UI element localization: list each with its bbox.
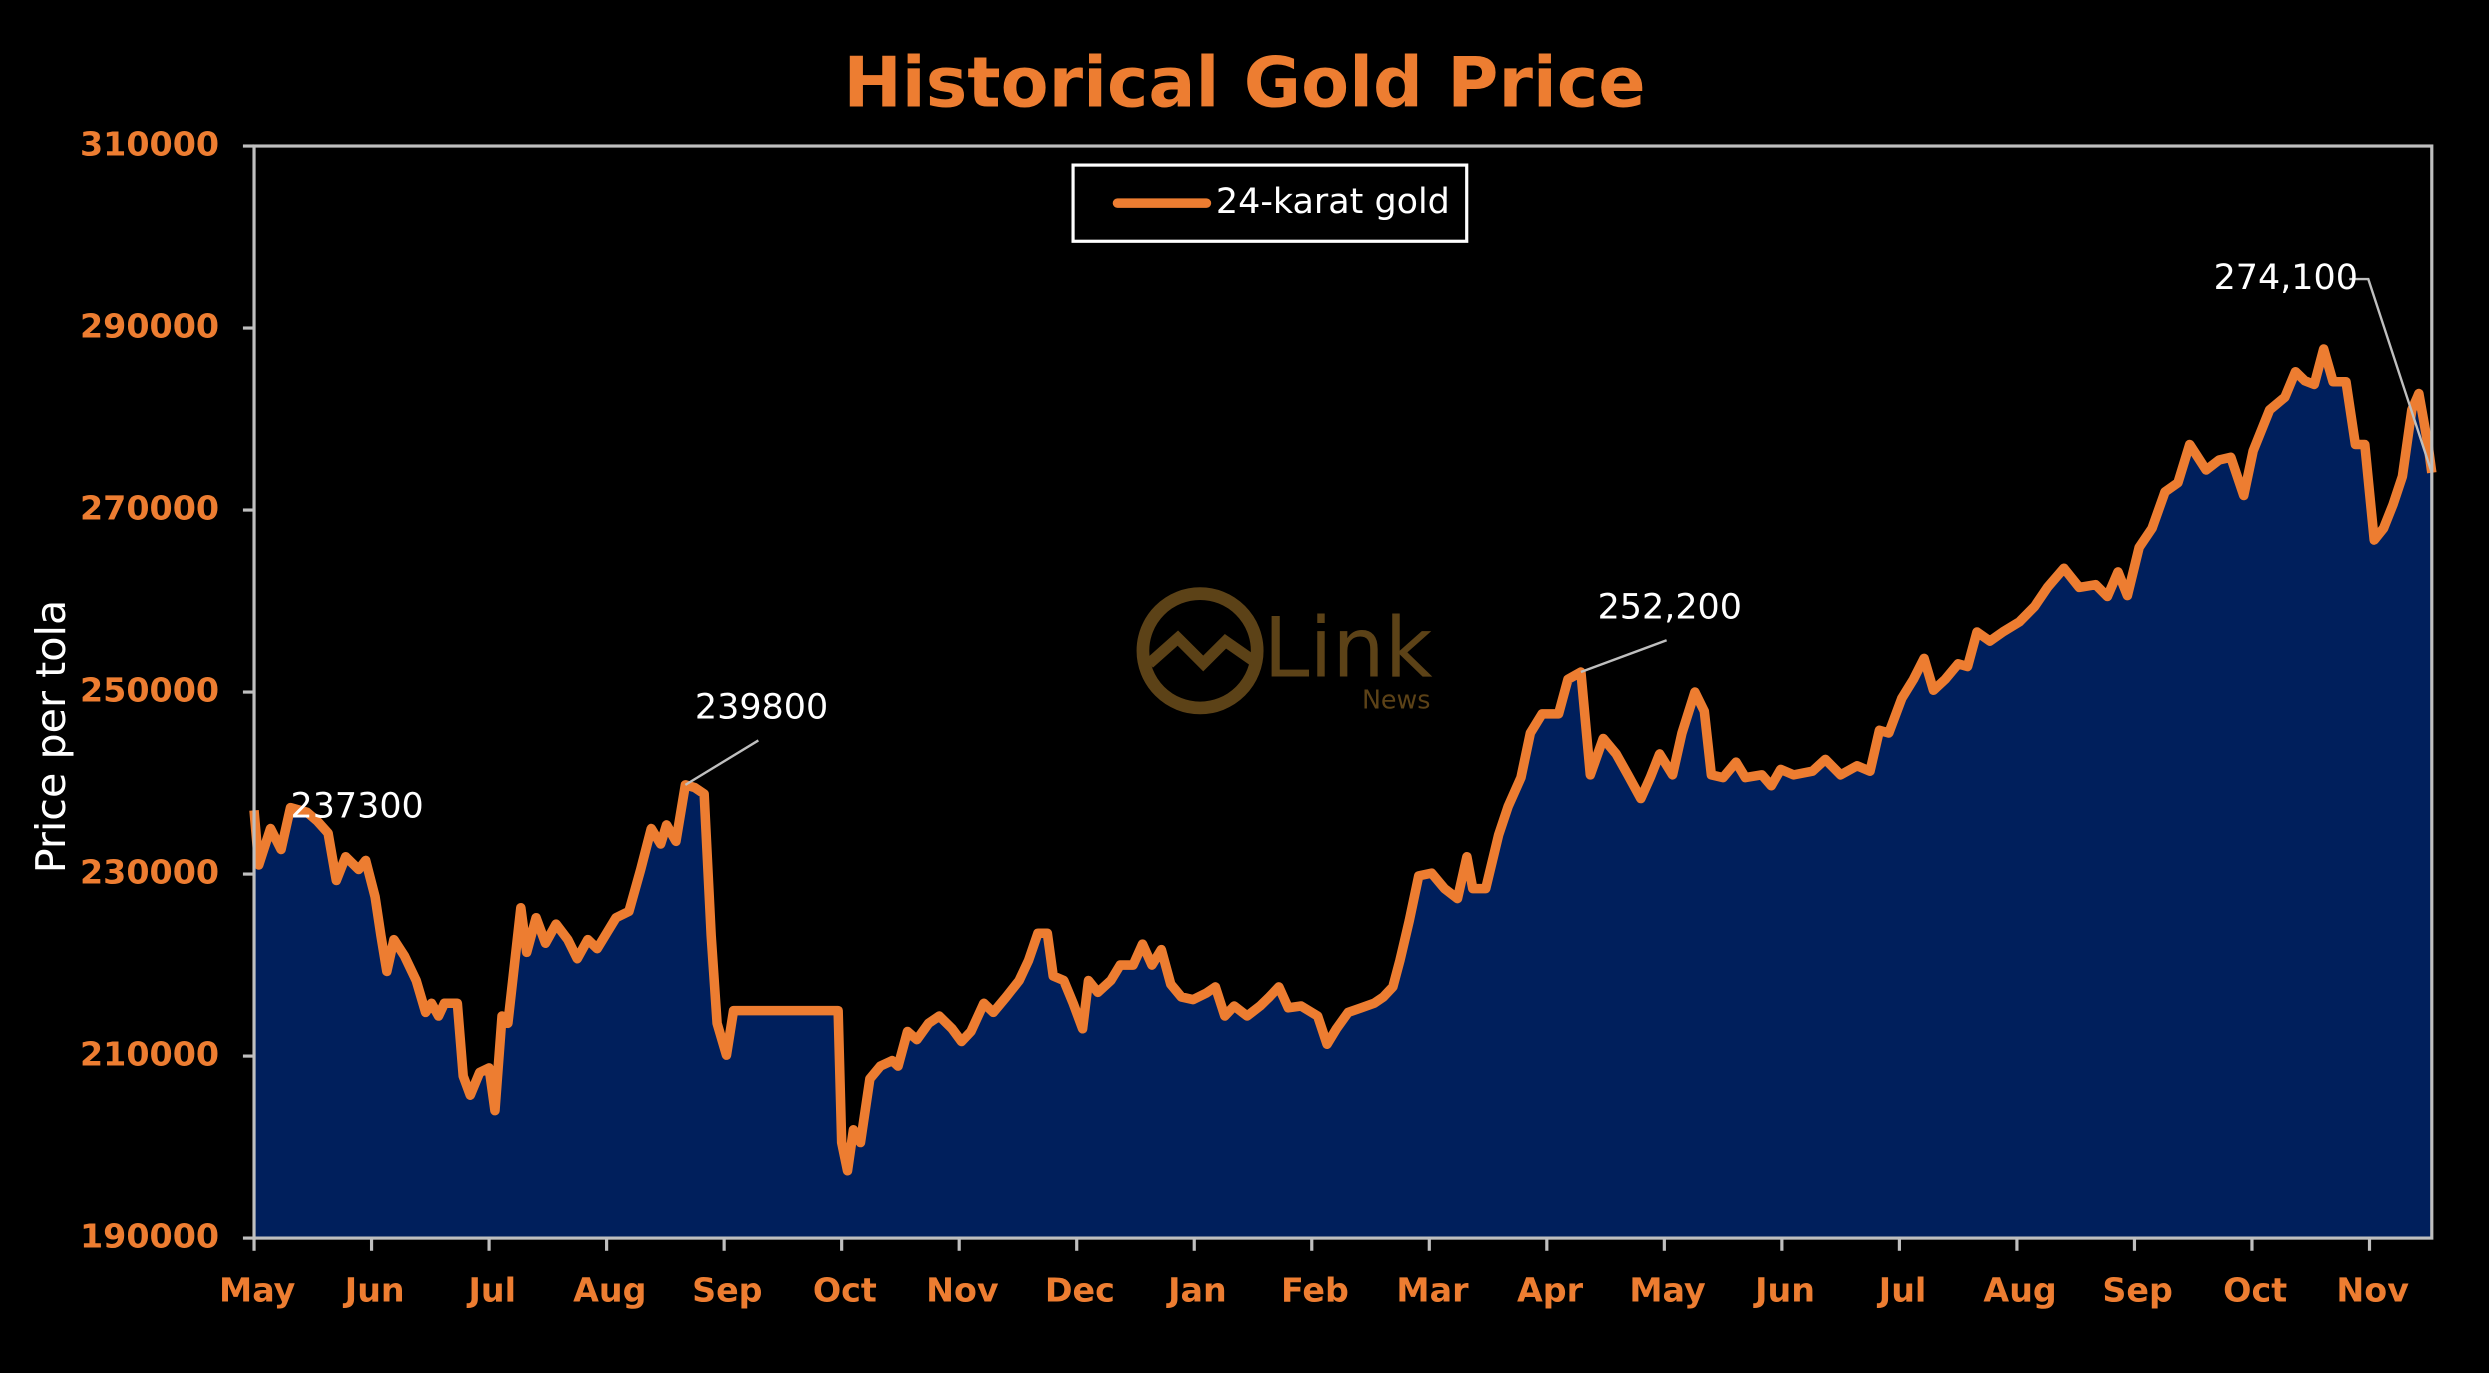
plot-area: 190000 210000 230000 250000 270000 290000 3100… — [80, 125, 2437, 1310]
x-tick-label: Mar — [1396, 1271, 1469, 1310]
x-tick-label: Dec — [1045, 1271, 1115, 1310]
annotation-leader — [684, 739, 759, 786]
watermark-subtext: News — [1362, 685, 1431, 715]
x-tick-label: Jul — [466, 1271, 516, 1310]
x-tick-label: Oct — [2223, 1271, 2287, 1310]
y-tick-label: 270000 — [80, 489, 219, 528]
x-tick-label: Sep — [2102, 1271, 2172, 1310]
watermark: Link News — [1136, 587, 1433, 715]
legend: 24-karat gold — [1071, 163, 1469, 243]
x-tick-label: Aug — [1983, 1271, 2056, 1310]
x-tick-label: May — [1629, 1271, 1706, 1310]
annotation-label: 237300 — [291, 787, 424, 827]
x-tick-label: Aug — [573, 1271, 646, 1310]
y-tick-label: 190000 — [80, 1217, 219, 1256]
annotation-label: 274,100 — [2214, 258, 2358, 298]
plot-frame — [252, 144, 2434, 1240]
x-tick-label: Feb — [1281, 1271, 1349, 1310]
area-fill — [254, 348, 2432, 1239]
x-tick-label: Jun — [343, 1271, 405, 1310]
annotation-leader — [1580, 639, 1668, 674]
x-tick-label: Oct — [813, 1271, 877, 1310]
annotation-leader — [2349, 277, 2433, 474]
x-tick-label: Nov — [926, 1271, 999, 1310]
y-tick-label: 310000 — [80, 125, 219, 164]
watermark-logo-wave — [1145, 630, 1261, 672]
y-tick-label: 230000 — [80, 853, 219, 892]
x-tick-label: Jun — [1753, 1271, 1815, 1310]
watermark-text: Link — [1264, 600, 1433, 696]
annotation-label: 239800 — [695, 688, 828, 728]
legend-label: 24-karat gold — [1216, 182, 1450, 222]
watermark-logo — [1136, 587, 1264, 715]
chart-title: Historical Gold Price — [843, 42, 1645, 123]
y-tick-label: 250000 — [80, 671, 219, 710]
y-tick-label: 290000 — [80, 307, 219, 346]
x-tick-label: Apr — [1517, 1271, 1584, 1310]
y-tick-label: 210000 — [80, 1035, 219, 1074]
y-axis-label: Price per tola — [27, 600, 75, 874]
annotation-label: 252,200 — [1598, 588, 1742, 628]
x-tick-label: Sep — [692, 1271, 762, 1310]
x-tick-label: Jul — [1877, 1271, 1927, 1310]
line — [249, 344, 2437, 1176]
x-tick-label: Jan — [1166, 1271, 1227, 1310]
x-tick-label: Nov — [2336, 1271, 2409, 1310]
x-tick-label: May — [219, 1271, 296, 1310]
